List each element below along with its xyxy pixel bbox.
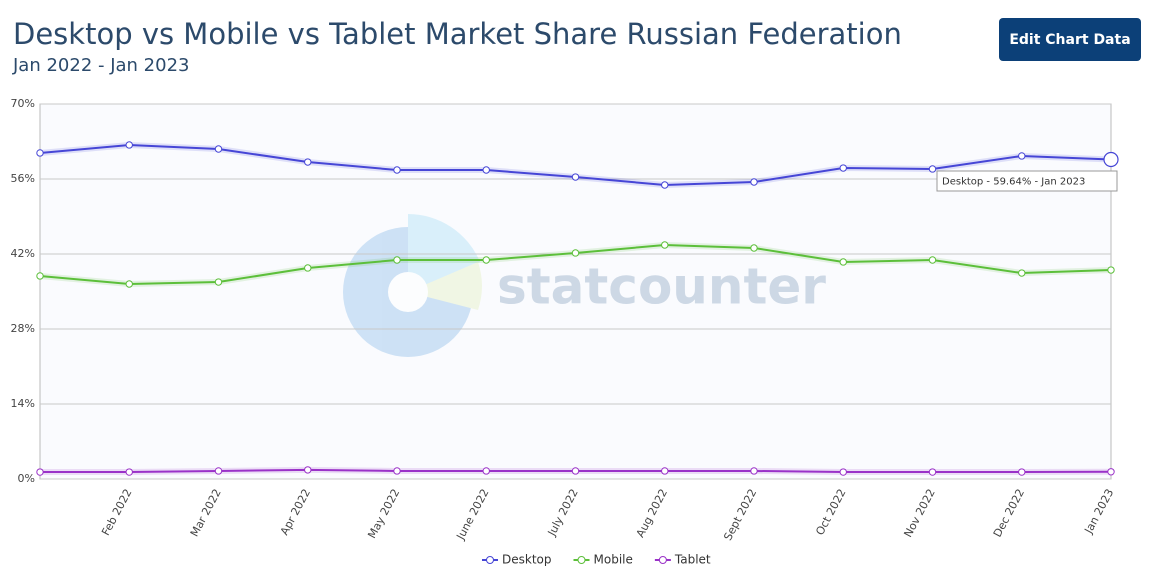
- point: [750, 467, 758, 475]
- x-tick-label: Mar 2022: [188, 487, 224, 539]
- point: [1018, 468, 1026, 476]
- legend-label: Mobile: [594, 553, 633, 567]
- x-tick-label: Dec 2022: [991, 487, 1027, 540]
- point: [1103, 151, 1119, 168]
- x-tick-label: Nov 2022: [901, 487, 937, 540]
- point: [1107, 266, 1115, 274]
- x-tick-label: Apr 2022: [278, 487, 313, 538]
- point: [571, 249, 580, 257]
- point: [36, 149, 44, 157]
- legend-marker: [486, 556, 494, 564]
- legend-label: Tablet: [674, 553, 711, 567]
- y-tick-label: 0%: [18, 472, 35, 485]
- x-tick-label: Aug 2022: [634, 487, 670, 540]
- point: [571, 467, 580, 475]
- point: [125, 280, 133, 288]
- legend-marker: [658, 556, 667, 564]
- x-tick-label: July 2022: [545, 487, 581, 539]
- point: [571, 173, 580, 181]
- point: [839, 468, 847, 476]
- point: [928, 468, 937, 476]
- x-tick-label: May 2022: [365, 487, 402, 541]
- legend-marker: [577, 556, 586, 564]
- point: [661, 181, 669, 189]
- x-tick-label: Oct 2022: [813, 487, 848, 538]
- edit-button-label[interactable]: Edit Chart Data: [1009, 32, 1130, 48]
- point: [661, 467, 669, 475]
- y-tick-label: 56%: [11, 172, 35, 185]
- logo-slice: [408, 262, 482, 310]
- chart-title: Desktop vs Mobile vs Tablet Market Share…: [13, 17, 902, 51]
- x-tick-label: June 2022: [454, 487, 492, 543]
- point: [214, 278, 223, 286]
- point: [750, 244, 758, 252]
- x-tick-label: Feb 2022: [99, 487, 134, 538]
- tooltip-box: [936, 170, 1118, 192]
- point: [214, 467, 223, 475]
- point: [482, 256, 490, 264]
- edit-button[interactable]: [999, 18, 1141, 61]
- point: [928, 165, 937, 173]
- y-tick-label: 14%: [11, 397, 35, 410]
- point: [482, 166, 490, 174]
- point: [214, 145, 223, 153]
- point: [661, 241, 669, 249]
- logo-slice: [408, 214, 480, 292]
- point: [304, 466, 312, 474]
- point: [393, 467, 401, 475]
- point: [393, 166, 401, 174]
- point: [482, 467, 490, 475]
- point: [1107, 468, 1115, 476]
- watermark: statcounter: [497, 258, 826, 316]
- point: [393, 256, 401, 264]
- logo-hole: [388, 272, 428, 312]
- point: [839, 164, 847, 172]
- point: [750, 178, 758, 186]
- chart-subtitle: Jan 2022 - Jan 2023: [12, 55, 190, 76]
- legend-label: Desktop: [502, 553, 552, 567]
- point: [304, 158, 312, 166]
- point: [1018, 269, 1026, 277]
- point: [1018, 152, 1026, 160]
- point: [839, 258, 847, 266]
- point: [304, 264, 312, 272]
- point: [125, 141, 133, 149]
- point: [36, 272, 44, 280]
- x-tick-label: Sept 2022: [721, 487, 759, 543]
- tooltip: Desktop - 59.64% - Jan 2023: [942, 177, 1085, 188]
- y-tick-label: 70%: [11, 97, 35, 110]
- point: [36, 468, 44, 476]
- point: [928, 256, 937, 264]
- y-tick-label: 28%: [11, 322, 35, 335]
- x-tick-label: Jan 2023: [1082, 487, 1117, 537]
- y-tick-label: 42%: [11, 247, 35, 260]
- point: [125, 468, 133, 476]
